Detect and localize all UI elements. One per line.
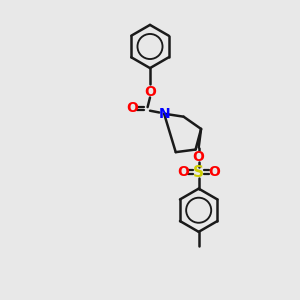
Text: O: O — [126, 101, 138, 115]
Text: O: O — [193, 149, 205, 164]
Text: O: O — [144, 85, 156, 99]
Text: O: O — [177, 165, 189, 179]
Text: S: S — [193, 165, 204, 180]
Text: N: N — [158, 107, 170, 121]
Text: O: O — [208, 165, 220, 179]
